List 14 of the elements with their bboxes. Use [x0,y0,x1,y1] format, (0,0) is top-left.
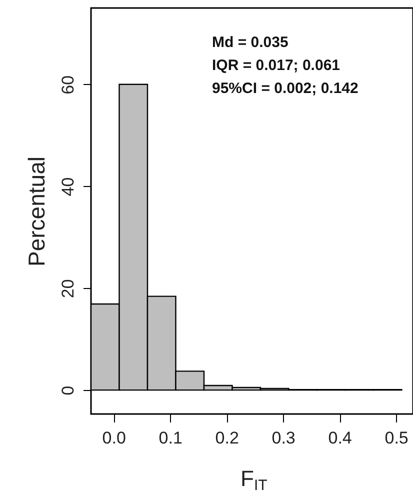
y-tick-label: 40 [58,177,78,196]
y-tick-label: 20 [58,279,78,298]
x-tick-label: 0.2 [215,428,239,448]
x-tick-label: 0.1 [158,428,182,448]
y-tick-label: 0 [58,386,78,396]
annotation: Md = 0.035 [212,34,288,51]
y-tick-label: 60 [58,75,78,94]
x-tick-label: 0.0 [102,428,126,448]
y-axis-title: Percentual [24,156,50,266]
annotation: 95%CI = 0.002; 0.142 [212,80,358,97]
x-tick-label: 0.4 [328,428,352,448]
annotation: IQR = 0.017; 0.061 [212,57,340,74]
x-tick-label: 0.5 [384,428,408,448]
x-tick-label: 0.3 [272,428,296,448]
